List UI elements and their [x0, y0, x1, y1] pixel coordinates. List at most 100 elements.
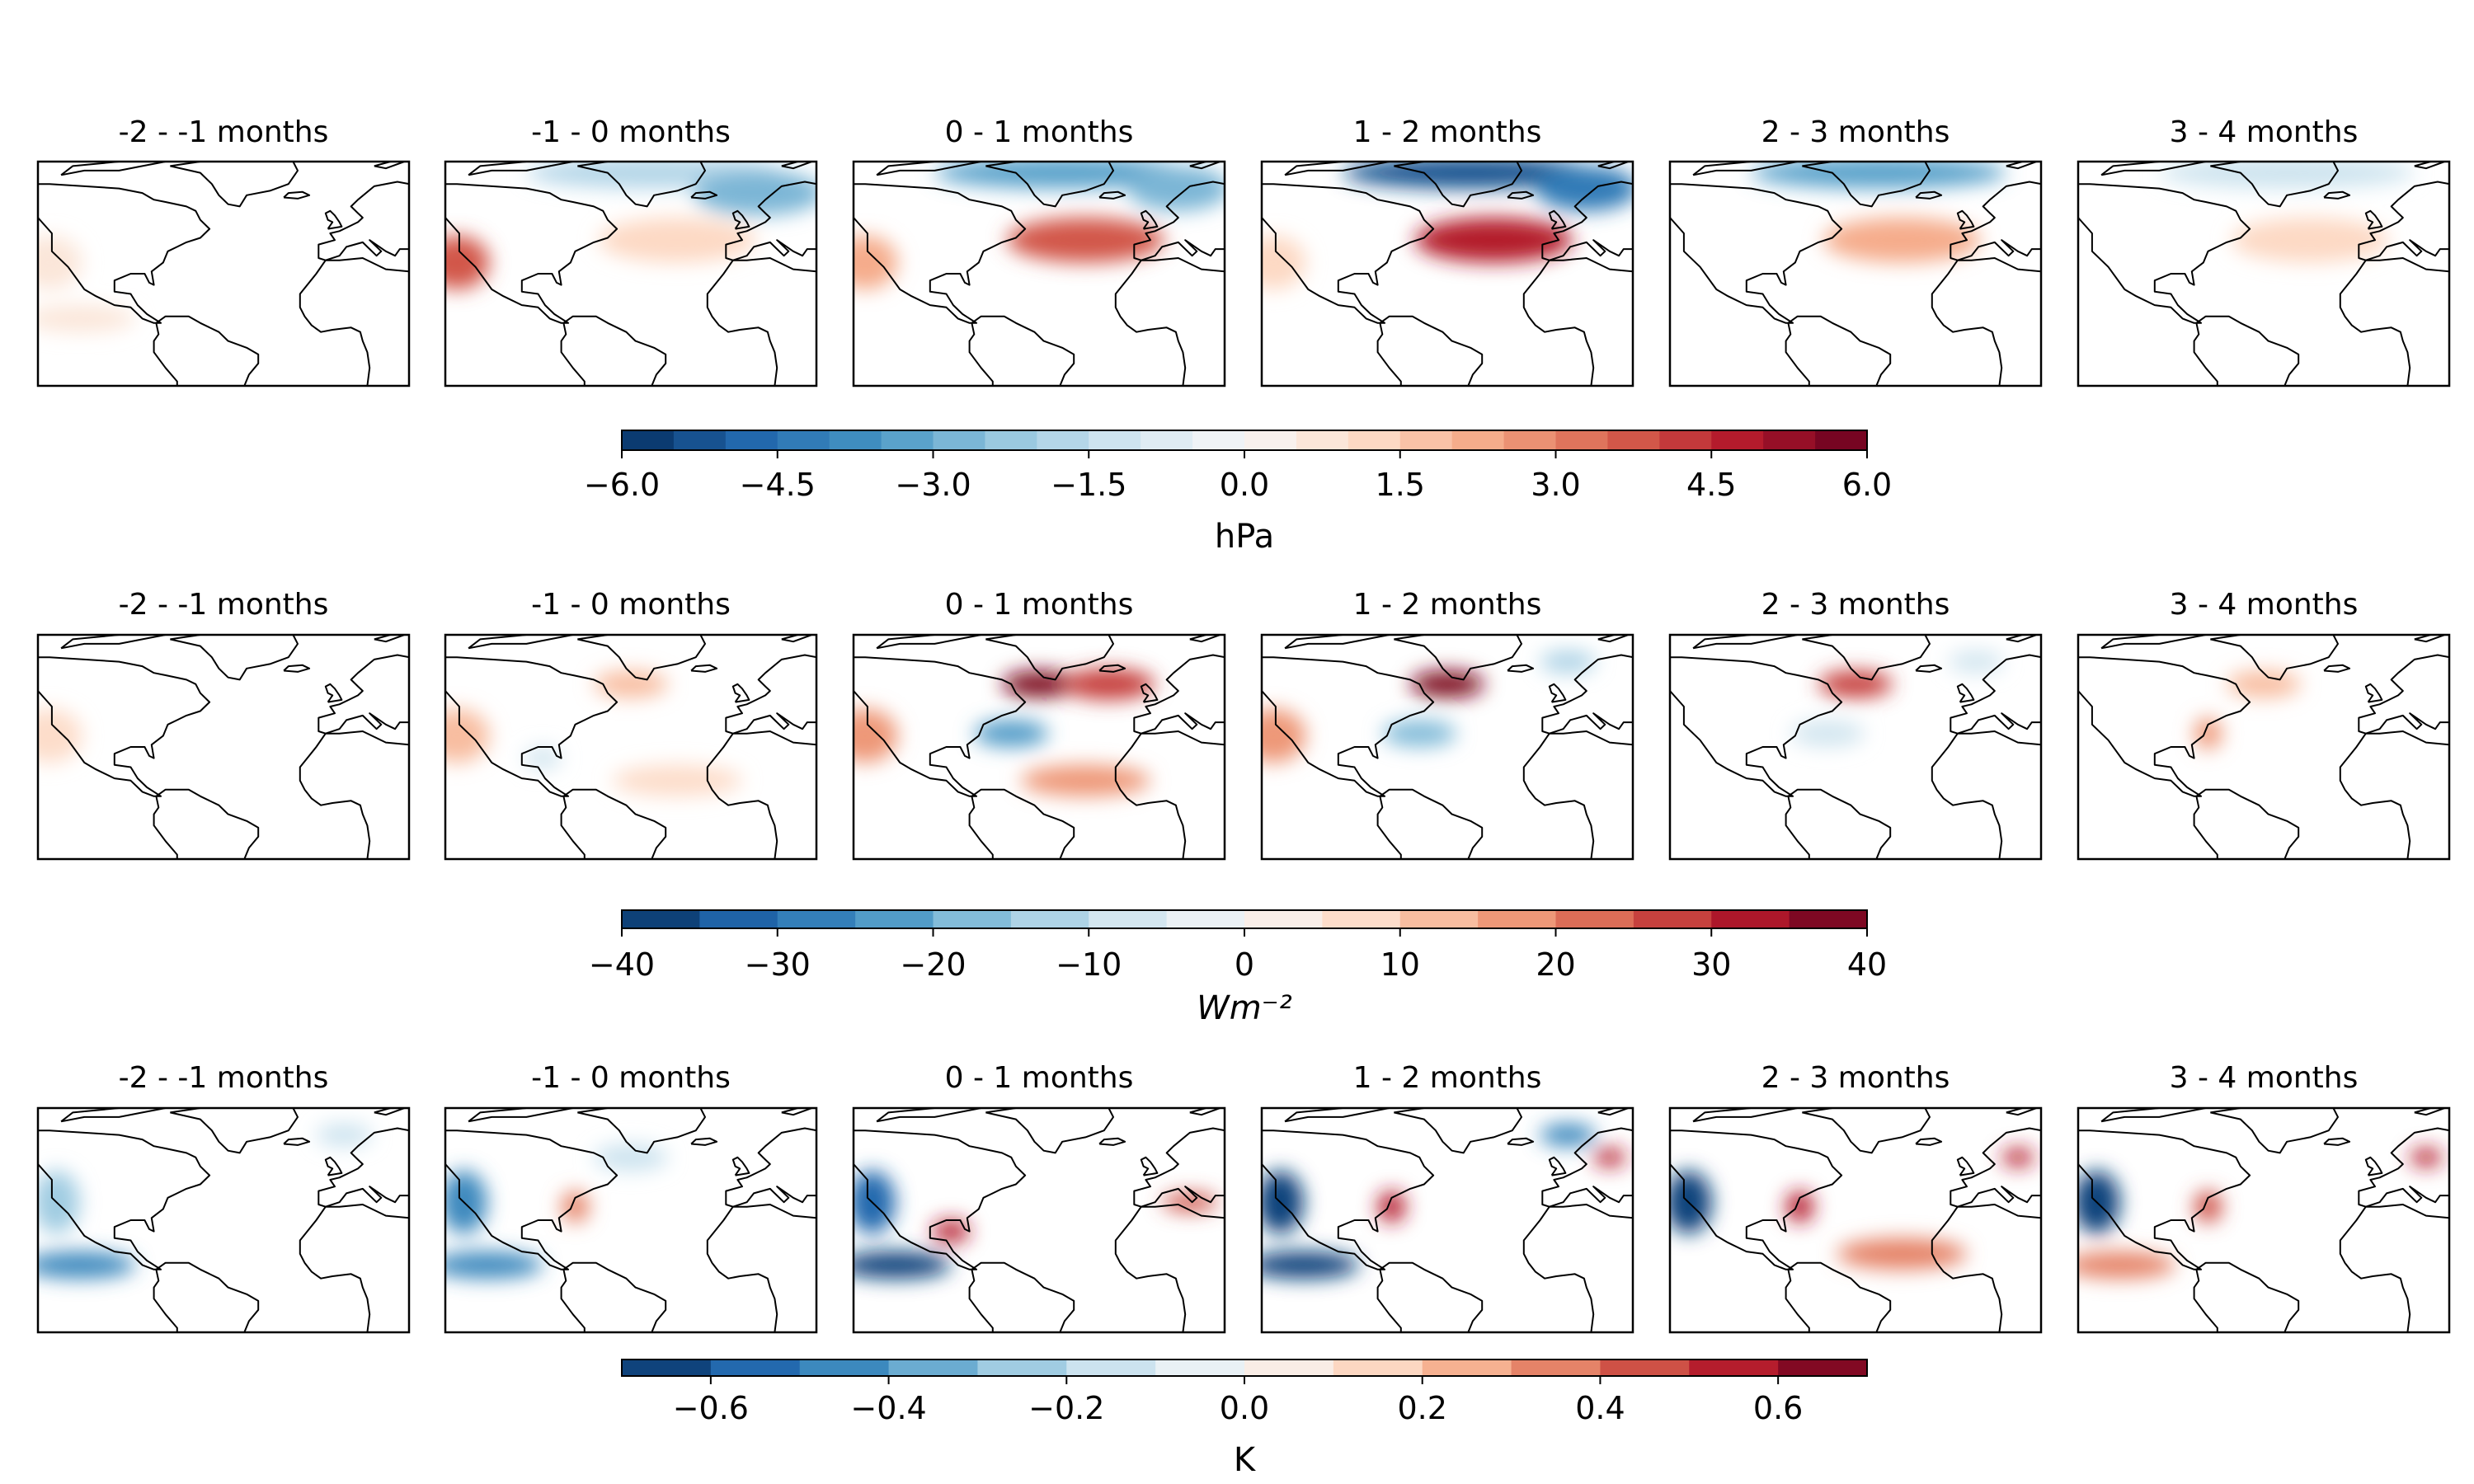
- colorbar-segment: [1778, 1360, 1868, 1376]
- coastline-scandinavia-arctic: [2006, 1108, 2038, 1116]
- coastline-scandinavia-arctic: [781, 635, 813, 643]
- coastline-scandinavia-arctic: [1597, 635, 1630, 643]
- coastline-south-america: [153, 1261, 260, 1332]
- anomaly-eastern-pacific: [445, 235, 490, 290]
- coastline-europe: [2358, 1127, 2449, 1208]
- coastline-arctic-islands: [60, 635, 167, 650]
- coastline-south-america: [560, 1261, 667, 1332]
- colorbar-tick-label: −20: [900, 946, 967, 983]
- coastline-iceland: [283, 1137, 311, 1146]
- anomaly-eastern-pacific-coast: [854, 1171, 896, 1234]
- coastline-africa: [1931, 257, 2041, 386]
- map-frame: [36, 633, 411, 861]
- colorbar-segment: [1503, 430, 1557, 450]
- map-frame: [852, 1106, 1226, 1334]
- coastline-europe: [1541, 1127, 1633, 1208]
- anomaly-us-east-coast: [1377, 1190, 1406, 1223]
- colorbar-tick-label: 0.0: [1219, 1390, 1270, 1426]
- anomaly-field: [38, 235, 136, 332]
- colorbar-segment: [933, 910, 1012, 928]
- colorbar-segment: [1815, 430, 1868, 450]
- coastline-greenland: [170, 1108, 299, 1154]
- coastline-africa: [706, 730, 816, 859]
- map-panel: [1262, 635, 1633, 859]
- coastline-africa: [299, 730, 409, 859]
- coastline-greenland: [577, 1108, 706, 1154]
- coastline-scandinavia-arctic: [374, 635, 406, 643]
- coastline-great-britain: [1140, 209, 1159, 230]
- coastline-north-america: [1262, 183, 1435, 324]
- coastline-north-america: [2078, 1129, 2251, 1270]
- coastline-africa: [2339, 730, 2449, 859]
- coastline-north-america: [445, 656, 618, 797]
- coastline-europe: [1133, 181, 1225, 261]
- coastline-africa: [706, 257, 816, 386]
- coastline-scandinavia-arctic: [1597, 1108, 1630, 1116]
- anomaly-scandinavia: [1126, 166, 1225, 211]
- colorbar-segment: [799, 1360, 890, 1376]
- coastlines: [2078, 635, 2449, 859]
- coastlines: [1670, 162, 2041, 386]
- anomaly-field: [2078, 1148, 2443, 1279]
- colorbar-tick-label: 0.0: [1219, 467, 1270, 503]
- colorbar-segment: [1451, 430, 1505, 450]
- map-frame: [444, 160, 818, 387]
- coastline-great-britain: [324, 683, 343, 703]
- coastline-scandinavia-arctic: [781, 1108, 813, 1116]
- colorbar-segment: [777, 910, 856, 928]
- coastline-north-america: [854, 1129, 1027, 1270]
- anomaly-eastern-pacific: [38, 708, 82, 763]
- coastline-scandinavia-arctic: [374, 162, 406, 170]
- coastline-great-britain: [731, 683, 750, 703]
- coastline-south-america: [2193, 788, 2300, 859]
- coastline-africa: [706, 1204, 816, 1332]
- coastline-scandinavia-arctic: [374, 1108, 406, 1116]
- coastline-great-britain: [2364, 209, 2383, 230]
- anomaly-eastern-pacific: [1262, 235, 1306, 290]
- colorbar-segment: [699, 910, 778, 928]
- colorbar-segment: [1789, 910, 1868, 928]
- coastline-europe: [317, 1127, 409, 1208]
- map-panel: [854, 635, 1225, 859]
- coastline-africa: [1114, 730, 1225, 859]
- colorbar-segment: [710, 1360, 801, 1376]
- colorbar-segment: [829, 430, 882, 450]
- coastline-europe: [1950, 654, 2041, 735]
- coastlines: [854, 635, 1225, 859]
- coastline-scandinavia-arctic: [2414, 1108, 2446, 1116]
- coastline-south-america: [560, 788, 667, 859]
- coastlines: [1262, 162, 1633, 386]
- coastline-scandinavia-arctic: [2006, 635, 2038, 643]
- colorbar-segment: [1711, 910, 1790, 928]
- coastline-europe: [1133, 654, 1225, 735]
- colorbar-tick-label: −40: [588, 946, 656, 983]
- panel-title: 1 - 2 months: [1352, 115, 1542, 149]
- coastline-arctic-islands: [1284, 635, 1390, 650]
- panel-title: -1 - 0 months: [531, 1061, 731, 1095]
- colorbar-segment: [1607, 430, 1660, 450]
- colorbar-tick-label: −0.2: [1028, 1390, 1105, 1426]
- panel-title: 3 - 4 months: [2169, 1061, 2359, 1095]
- coastline-south-america: [2193, 315, 2300, 386]
- coastline-greenland: [1802, 1108, 1931, 1154]
- colorbar-tick-label: −1.5: [1051, 467, 1127, 503]
- map-panel: [2078, 162, 2449, 386]
- colorbar-segment: [1555, 910, 1634, 928]
- colorbar-tick-label: 20: [1536, 946, 1576, 983]
- coastline-great-britain: [1548, 209, 1567, 230]
- panel-title: 2 - 3 months: [1761, 115, 1950, 149]
- colorbar-segment: [1348, 430, 1401, 450]
- coastline-africa: [1931, 730, 2041, 859]
- coastline-south-america: [1376, 315, 1484, 386]
- colorbar-tick-label: 10: [1380, 946, 1420, 983]
- coastline-greenland: [170, 635, 299, 681]
- colorbar-label: Wm⁻²: [1197, 989, 1292, 1027]
- anomaly-us-east-coast: [2194, 1190, 2222, 1223]
- coastline-arctic-islands: [1284, 162, 1390, 176]
- colorbar-segment: [1010, 910, 1089, 928]
- panel-title: 1 - 2 months: [1352, 1061, 1542, 1095]
- coastline-africa: [1114, 257, 1225, 386]
- colorbar-segment: [1296, 430, 1349, 450]
- anomaly-eastern-pacific-coast: [2078, 1171, 2120, 1234]
